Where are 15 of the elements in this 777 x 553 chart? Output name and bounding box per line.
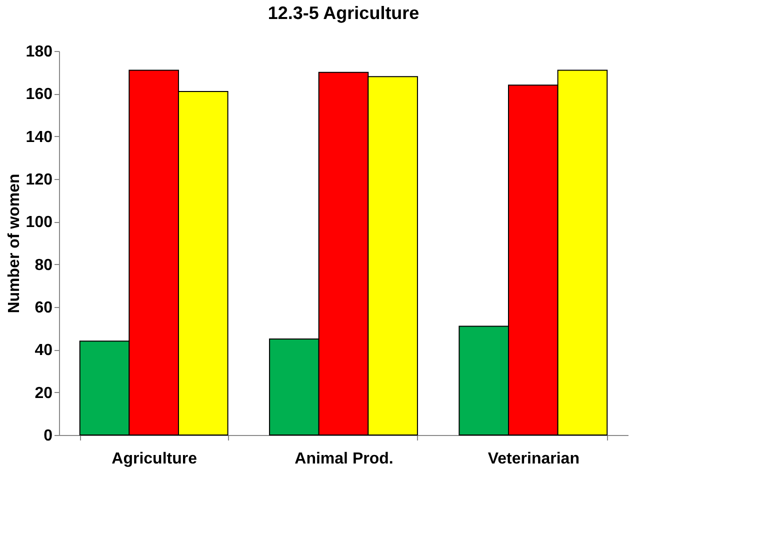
y-tick-label: 40 [34,342,53,360]
x-tick-label: Veterinarian [488,450,580,468]
y-tick-label: 120 [26,172,53,188]
chart-title: 12.3-5 Agriculture [268,3,420,23]
y-axis-title: Number of women [6,174,23,314]
y-tick-label: 100 [26,214,53,232]
y-tick-label: 180 [26,44,53,60]
x-tick-label: Agriculture [112,450,198,468]
x-tick-label: Animal Prod. [294,450,394,468]
y-tick-label: 20 [34,384,53,402]
y-tick-label: 140 [26,128,53,146]
y-tick-label: 80 [34,256,53,274]
y-tick-label: 0 [44,428,53,444]
y-tick-label: 160 [26,86,53,104]
y-tick-label: 60 [34,300,53,316]
